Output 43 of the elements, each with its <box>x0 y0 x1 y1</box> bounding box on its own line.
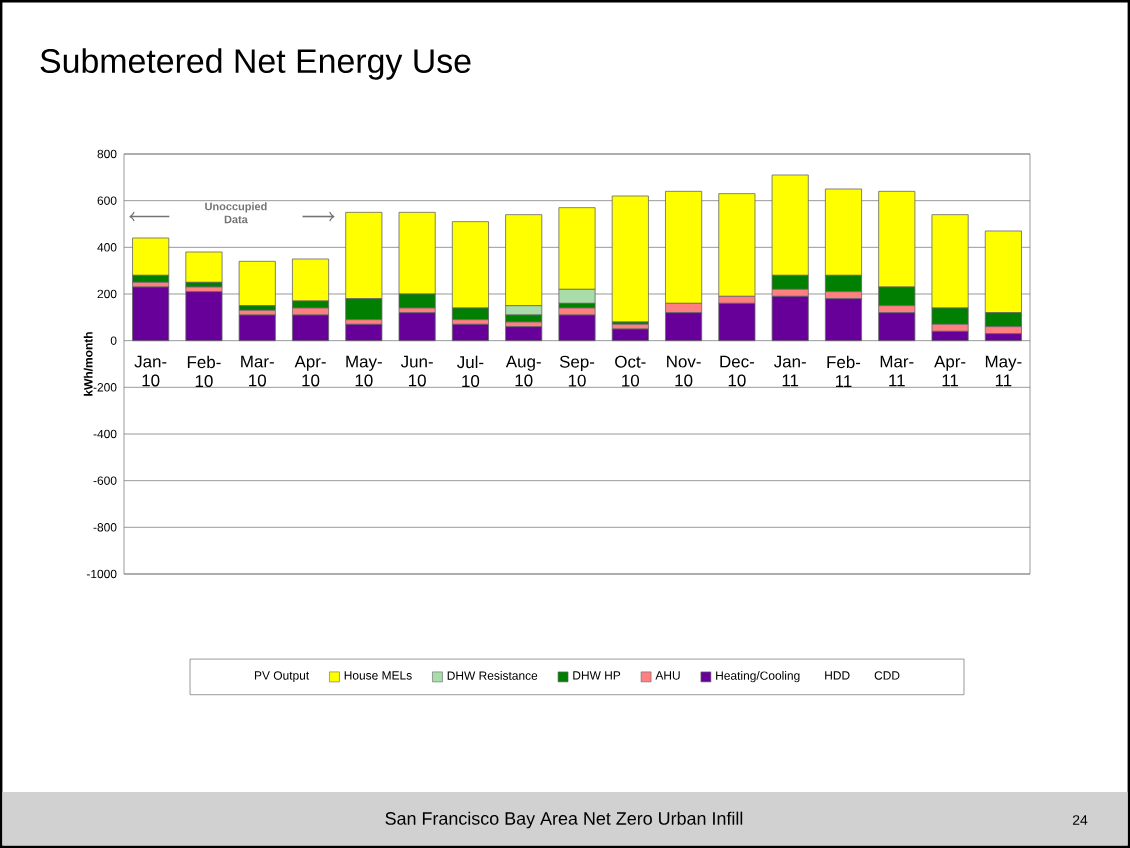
bar <box>558 314 596 342</box>
x-tick-label: Feb-10 <box>187 355 221 388</box>
bar <box>505 214 543 307</box>
x-tick-label: Jul-10 <box>457 355 484 388</box>
bar <box>878 312 916 342</box>
x-tick-label: Apr-11 <box>934 355 966 387</box>
bar <box>451 323 489 342</box>
bar <box>611 195 649 323</box>
text: San Francisco Bay Area Net Zero Urban Infill <box>385 811 743 829</box>
bar <box>824 298 862 342</box>
bar <box>665 190 703 304</box>
bar <box>185 291 223 342</box>
x-tick-label: Jun-10 <box>400 355 433 387</box>
x-tick-label: Jan-10 <box>134 355 167 387</box>
x-tick-label: Nov-10 <box>667 355 701 387</box>
x-tick-label: Apr-10 <box>294 355 326 387</box>
bar <box>611 328 649 342</box>
x-tick-label: May-10 <box>346 355 382 387</box>
x-tick-label: Mar-10 <box>241 355 274 387</box>
bar <box>292 258 330 302</box>
bar <box>238 260 276 307</box>
bar <box>505 326 543 342</box>
bar <box>132 237 170 276</box>
x-tick-label: Mar-11 <box>880 355 914 387</box>
bar <box>292 314 330 342</box>
x-tick-label: Dec-10 <box>720 355 754 387</box>
x-tick-label: Jan-11 <box>773 355 806 387</box>
x-tick-label: May-11 <box>985 355 1022 387</box>
x-tick-label: Oct-10 <box>615 355 646 387</box>
bar <box>345 323 383 342</box>
x-tick-label: Sep-10 <box>559 355 595 387</box>
bar <box>771 295 809 342</box>
bar <box>718 193 756 297</box>
bar <box>185 251 223 283</box>
chart-title: Submetered Net Energy Use <box>40 48 471 80</box>
bar <box>984 333 1022 342</box>
x-tick-label: Aug-10 <box>505 355 541 387</box>
bar <box>718 302 756 342</box>
x-tick-label: Feb-11 <box>827 355 861 387</box>
bar <box>398 312 436 342</box>
bar <box>238 314 276 342</box>
bar <box>132 286 170 342</box>
bar <box>931 330 969 342</box>
